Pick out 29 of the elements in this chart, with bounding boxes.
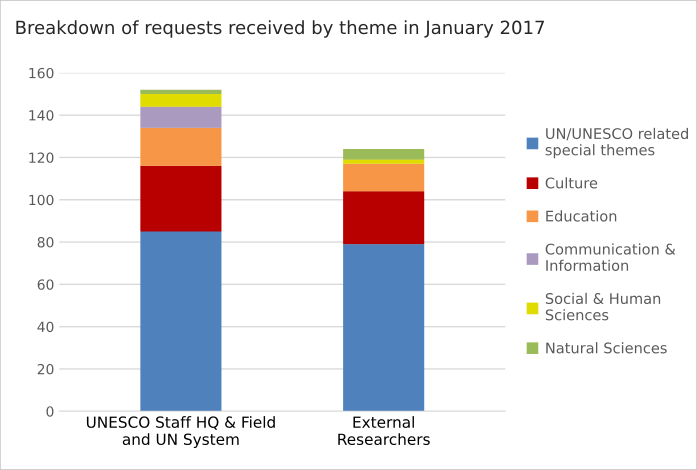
bar <box>140 106 222 128</box>
x-tick-label: UNESCO Staff HQ & Field and UN System <box>86 416 275 448</box>
bar <box>140 166 222 232</box>
legend-label: Education <box>546 210 616 222</box>
legend-label: Culture <box>546 177 598 189</box>
y-tick-label: 140 <box>29 110 54 121</box>
legend-label: UN/UNESCO related special themes <box>546 128 688 158</box>
y-tick-label: 80 <box>38 237 54 248</box>
legend-label: Social & Human Sciences <box>546 292 660 320</box>
x-tick-label: External Researchers <box>338 416 430 446</box>
bar <box>140 90 222 94</box>
bar <box>140 94 222 107</box>
legend-label: Natural Sciences <box>546 342 667 354</box>
bar <box>140 231 222 412</box>
bar <box>343 244 424 412</box>
y-tick-label: 0 <box>46 406 54 417</box>
bar <box>343 191 424 244</box>
y-tick-label: 20 <box>38 364 54 374</box>
y-tick-label: 60 <box>38 279 54 290</box>
bar <box>140 128 222 166</box>
y-tick-label: 40 <box>37 322 54 332</box>
legend-label: Communication & Information <box>546 243 676 271</box>
y-tick-label: 160 <box>29 68 54 78</box>
chart-title: Breakdown of requests received by theme in January 2017 <box>16 20 544 38</box>
y-tick-label: 120 <box>29 152 54 163</box>
y-tick-label: 100 <box>29 194 54 206</box>
bar <box>343 164 424 192</box>
bar <box>343 148 424 160</box>
bar <box>343 160 424 164</box>
